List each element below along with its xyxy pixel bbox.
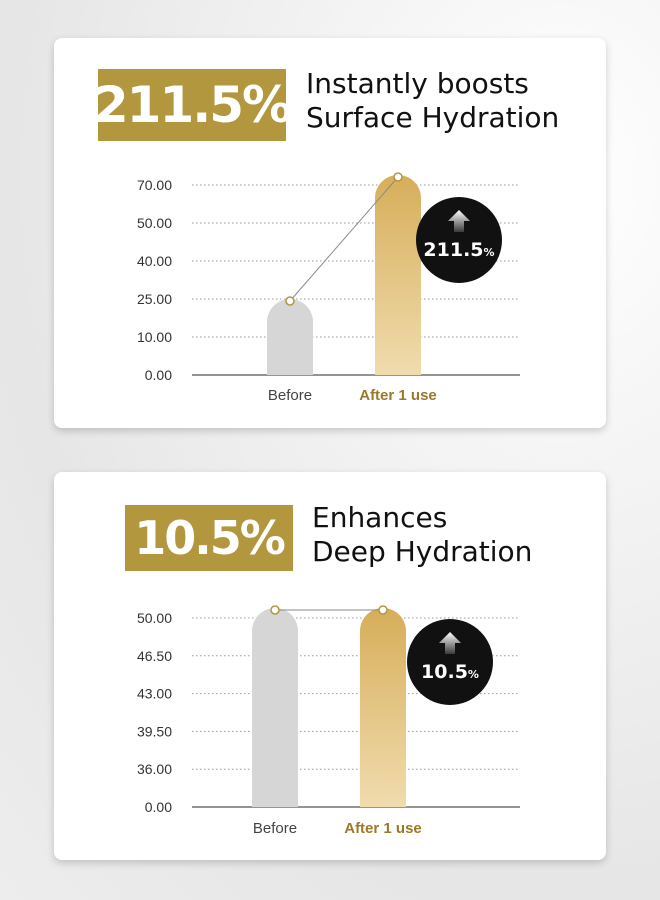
y-tick-label: 0.00: [145, 799, 172, 815]
connector-line: [289, 176, 399, 302]
data-point-marker: [285, 296, 295, 306]
bar-before: [252, 608, 298, 807]
headline-line-1: Instantly boosts: [306, 67, 529, 100]
data-point-marker: [270, 605, 280, 615]
bar-after: [375, 175, 421, 375]
y-tick-label: 39.50: [137, 723, 172, 739]
x-category-label: Before: [253, 820, 297, 837]
x-category-label: After 1 use: [359, 387, 437, 404]
headline-line-1: Enhances: [312, 501, 448, 534]
percentage-badge: 211.5%: [94, 69, 292, 141]
surface-hydration-chart: 0.00 10.00 25.00 40.00 50.00 70.00 Before After…: [137, 172, 520, 404]
y-tick-label: 40.00: [137, 253, 172, 269]
y-tick-label: 10.00: [137, 329, 172, 345]
callout-value: 211.5%: [423, 239, 494, 261]
bar-after: [360, 608, 406, 807]
hydration-card-surface: 211.5% Instantly boosts Surface Hydratio…: [54, 38, 606, 428]
hydration-card-deep: 10.5% Enhances Deep Hydration 0.00 36.00 3…: [54, 472, 606, 860]
increase-callout: 211.5%: [416, 197, 502, 283]
x-category-label: Before: [268, 387, 312, 404]
up-arrow-icon: [439, 632, 461, 654]
percentage-badge: 10.5%: [125, 505, 293, 571]
data-point-marker: [378, 605, 388, 615]
y-tick-label: 50.00: [137, 215, 172, 231]
headline-line-2: Deep Hydration: [312, 535, 533, 568]
callout-value: 10.5%: [421, 661, 479, 683]
headline: Enhances Deep Hydration: [312, 501, 532, 569]
deep-hydration-chart: 0.00 36.00 39.50 43.00 46.50 50.00 Before After…: [137, 605, 520, 837]
bar-before: [267, 299, 313, 375]
headline: Instantly boosts Surface Hydration: [306, 67, 559, 135]
x-category-label: After 1 use: [344, 820, 422, 837]
y-tick-label: 70.00: [137, 177, 172, 193]
data-point-marker: [393, 172, 403, 182]
y-tick-label: 36.00: [137, 761, 172, 777]
headline-line-2: Surface Hydration: [306, 101, 560, 134]
y-tick-label: 43.00: [137, 686, 172, 702]
y-tick-label: 50.00: [137, 610, 172, 626]
y-tick-label: 46.50: [137, 648, 172, 664]
y-tick-label: 25.00: [137, 291, 172, 307]
increase-callout: 10.5%: [407, 619, 493, 705]
up-arrow-icon: [448, 210, 470, 232]
y-tick-label: 0.00: [145, 367, 172, 383]
